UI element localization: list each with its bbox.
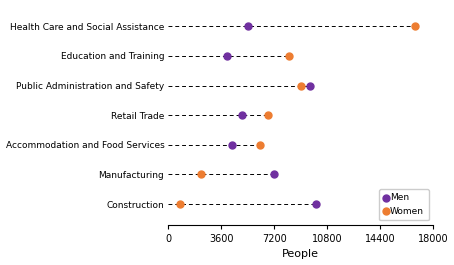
Women bbox=[177, 202, 184, 206]
Men bbox=[306, 83, 313, 88]
Men bbox=[312, 202, 319, 206]
Women bbox=[265, 113, 272, 117]
Men bbox=[238, 113, 246, 117]
Men bbox=[244, 24, 252, 28]
Women bbox=[197, 172, 204, 176]
X-axis label: People: People bbox=[282, 249, 319, 259]
Women bbox=[297, 83, 305, 88]
Men bbox=[271, 172, 278, 176]
Men bbox=[228, 143, 235, 147]
Women bbox=[256, 143, 263, 147]
Men bbox=[224, 54, 231, 58]
Women bbox=[412, 24, 419, 28]
Legend: Men, Women: Men, Women bbox=[379, 189, 429, 220]
Women bbox=[286, 54, 293, 58]
